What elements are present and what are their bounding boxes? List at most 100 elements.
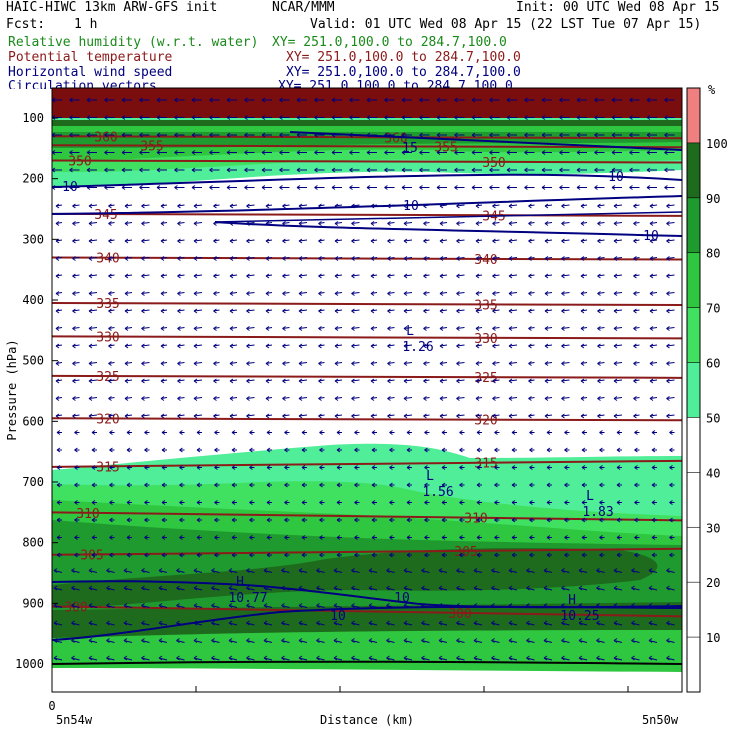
extremum-mark-3: H bbox=[236, 575, 244, 590]
theta-label-320-1: 320 bbox=[474, 414, 497, 429]
theta-contour-330 bbox=[52, 335, 682, 340]
theta-contour-325 bbox=[52, 374, 682, 379]
theta-contour-320 bbox=[52, 417, 682, 422]
theta-label-355-0: 355 bbox=[140, 140, 163, 155]
theta-label-300-1: 300 bbox=[448, 607, 471, 622]
colorbar-tick-100: 100 bbox=[706, 137, 728, 151]
x-tick-label-0: 0 bbox=[48, 699, 55, 713]
y-tick-label-600: 600 bbox=[22, 414, 44, 428]
y-tick-label-400: 400 bbox=[22, 293, 44, 307]
y-axis-label: Pressure (hPa) bbox=[5, 339, 19, 440]
theta-contour-355 bbox=[52, 144, 682, 149]
extremum-value-1: 1.56 bbox=[422, 485, 453, 500]
colorbar-band-5 bbox=[687, 362, 700, 418]
colorbar-band-2 bbox=[687, 197, 700, 253]
theta-label-320-0: 320 bbox=[96, 412, 119, 427]
theta-label-315-1: 315 bbox=[474, 457, 497, 472]
wind-label-1: 10 bbox=[403, 199, 419, 214]
theta-contour-335 bbox=[52, 302, 682, 307]
theta-contour-350 bbox=[52, 159, 682, 164]
y-tick-label-800: 800 bbox=[22, 536, 44, 550]
rh-upper-90 bbox=[52, 120, 682, 126]
y-tick-label-900: 900 bbox=[22, 596, 44, 610]
plot-frame bbox=[51, 87, 683, 693]
theta-label-335-0: 335 bbox=[96, 297, 119, 312]
fcst-value: 1 h bbox=[74, 17, 98, 32]
extremum-value-2: 1.83 bbox=[582, 505, 613, 520]
stratosphere-band bbox=[52, 88, 682, 118]
field-circ-xy: XY= 251.0,100.0 to 284.7,100.0 bbox=[278, 79, 513, 89]
y-tick-label-200: 200 bbox=[22, 172, 44, 186]
rh-below-ground bbox=[52, 668, 682, 692]
colorbar-frame bbox=[686, 87, 701, 693]
extremum-mark-2: L bbox=[586, 489, 594, 504]
extremum-mark-1: L bbox=[426, 469, 434, 484]
colorbar-tick-90: 90 bbox=[706, 192, 720, 206]
colorbar-band-6 bbox=[687, 417, 700, 692]
theta-contour-360 bbox=[52, 135, 682, 140]
theta-contour-300 bbox=[52, 605, 682, 618]
extremum-mark-4: H bbox=[568, 593, 576, 608]
y-tick-label-100: 100 bbox=[22, 111, 44, 125]
colorbar-tick-80: 80 bbox=[706, 247, 720, 261]
y-tick-label-500: 500 bbox=[22, 354, 44, 368]
theta-label-335-1: 335 bbox=[474, 298, 497, 313]
theta-label-330-0: 330 bbox=[96, 331, 119, 346]
colorbar-tick-30: 30 bbox=[706, 521, 720, 535]
theta-label-325-0: 325 bbox=[96, 370, 119, 385]
wind-label-6: 10 bbox=[330, 609, 346, 624]
rh-lower-90a bbox=[52, 548, 658, 608]
theta-label-310-1: 310 bbox=[464, 512, 487, 527]
field-theta-name: Potential temperature bbox=[8, 50, 173, 65]
theta-label-310-0: 310 bbox=[76, 507, 99, 522]
theta-contour-305 bbox=[52, 547, 682, 556]
colorbar-unit: % bbox=[708, 83, 716, 97]
x-axis-label: Distance (km) bbox=[320, 713, 414, 727]
theta-label-305-0: 305 bbox=[80, 548, 103, 563]
theta-label-315-0: 315 bbox=[96, 460, 119, 475]
colorbar-tick-20: 20 bbox=[706, 576, 720, 590]
theta-contour-310 bbox=[52, 511, 682, 522]
theta-contour-345 bbox=[52, 212, 682, 217]
wind-contour-g bbox=[52, 605, 682, 641]
field-wind-xy: XY= 251.0,100.0 to 284.7,100.0 bbox=[286, 65, 521, 80]
theta-label-350-1: 350 bbox=[482, 156, 505, 171]
extremum-value-0: 1.26 bbox=[402, 340, 433, 355]
y-tick-label-300: 300 bbox=[22, 232, 44, 246]
field-rh-name: Relative humidity (w.r.t. water) bbox=[8, 35, 259, 50]
colorbar-tick-60: 60 bbox=[706, 357, 720, 371]
theta-label-345-0: 345 bbox=[94, 208, 117, 223]
wind-contour-c bbox=[214, 221, 682, 237]
colorbar-tick-70: 70 bbox=[706, 302, 720, 316]
fcst-label: Fcst: bbox=[6, 17, 46, 32]
circulation-vectors bbox=[52, 97, 675, 661]
field-rh-xy: XY= 251.0,100.0 to 284.7,100.0 bbox=[272, 35, 507, 50]
theta-label-355-1: 355 bbox=[434, 141, 457, 156]
wind-contour-e bbox=[289, 131, 682, 151]
surface-line bbox=[52, 660, 682, 665]
extremum-value-4: 10.25 bbox=[560, 609, 599, 624]
colorbar-tick-10: 10 bbox=[706, 631, 720, 645]
colorbar-band-3 bbox=[687, 252, 700, 308]
colorbar-tick-40: 40 bbox=[706, 466, 720, 480]
extremum-value-3: 10.77 bbox=[228, 591, 267, 606]
field-circ-name: Circulation vectors bbox=[8, 79, 157, 89]
x-left-label: 5n54w bbox=[56, 713, 93, 727]
init-time: Init: 00 UTC Wed 08 Apr 15 bbox=[516, 0, 720, 15]
extremum-mark-0: L bbox=[406, 324, 414, 339]
theta-label-340-1: 340 bbox=[474, 253, 497, 268]
org-label: NCAR/MMM bbox=[272, 0, 335, 15]
theta-label-360-0: 360 bbox=[94, 130, 117, 145]
theta-label-325-1: 325 bbox=[474, 371, 497, 386]
theta-label-305-1: 305 bbox=[454, 545, 477, 560]
field-wind-name: Horizontal wind speed bbox=[8, 65, 173, 80]
theta-label-330-1: 330 bbox=[474, 332, 497, 347]
x-right-label: 5n50w bbox=[642, 713, 679, 727]
theta-label-340-0: 340 bbox=[96, 252, 119, 267]
theta-label-300-0: 300 bbox=[64, 601, 87, 616]
wind-contour-a bbox=[52, 173, 682, 188]
theta-contour-315 bbox=[52, 459, 682, 468]
colorbar-band-0 bbox=[687, 88, 700, 143]
valid-time: Valid: 01 UTC Wed 08 Apr 15 (22 LST Tue … bbox=[310, 17, 702, 32]
